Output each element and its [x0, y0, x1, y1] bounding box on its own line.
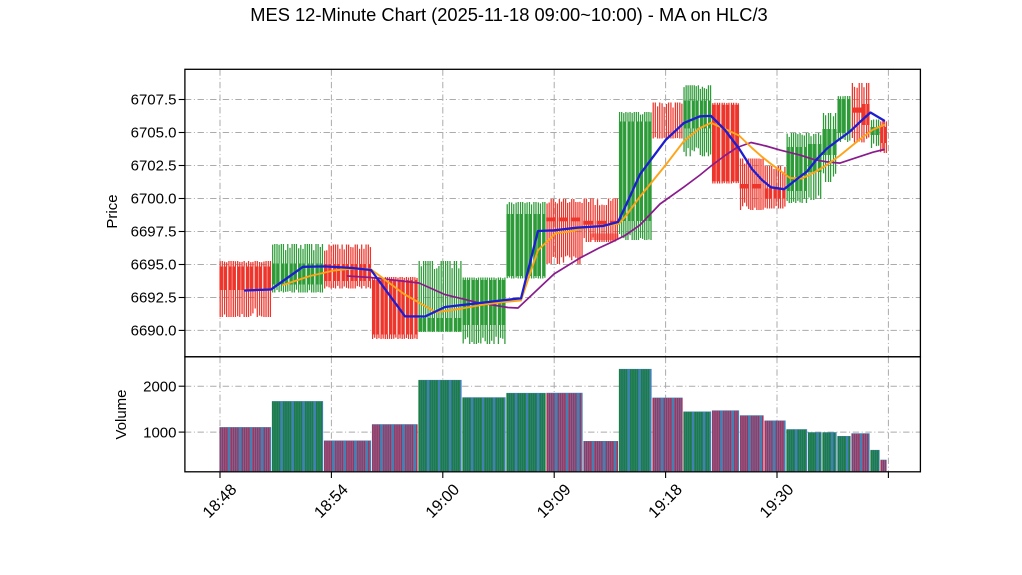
svg-text:Volume: Volume [113, 389, 130, 439]
svg-text:6700.0: 6700.0 [131, 191, 177, 208]
svg-text:6695.0: 6695.0 [131, 257, 177, 274]
svg-text:6702.5: 6702.5 [131, 158, 177, 175]
svg-text:Price: Price [104, 194, 121, 228]
svg-text:1000: 1000 [143, 424, 176, 441]
svg-text:6692.5: 6692.5 [131, 290, 177, 307]
svg-text:6697.5: 6697.5 [131, 224, 177, 241]
svg-text:2000: 2000 [143, 378, 176, 395]
svg-text:6707.5: 6707.5 [131, 92, 177, 109]
svg-text:6690.0: 6690.0 [131, 323, 177, 340]
svg-text:6705.0: 6705.0 [131, 125, 177, 142]
svg-text:MES 12-Minute Chart (2025-11-1: MES 12-Minute Chart (2025-11-18 09:00~10… [250, 4, 767, 25]
